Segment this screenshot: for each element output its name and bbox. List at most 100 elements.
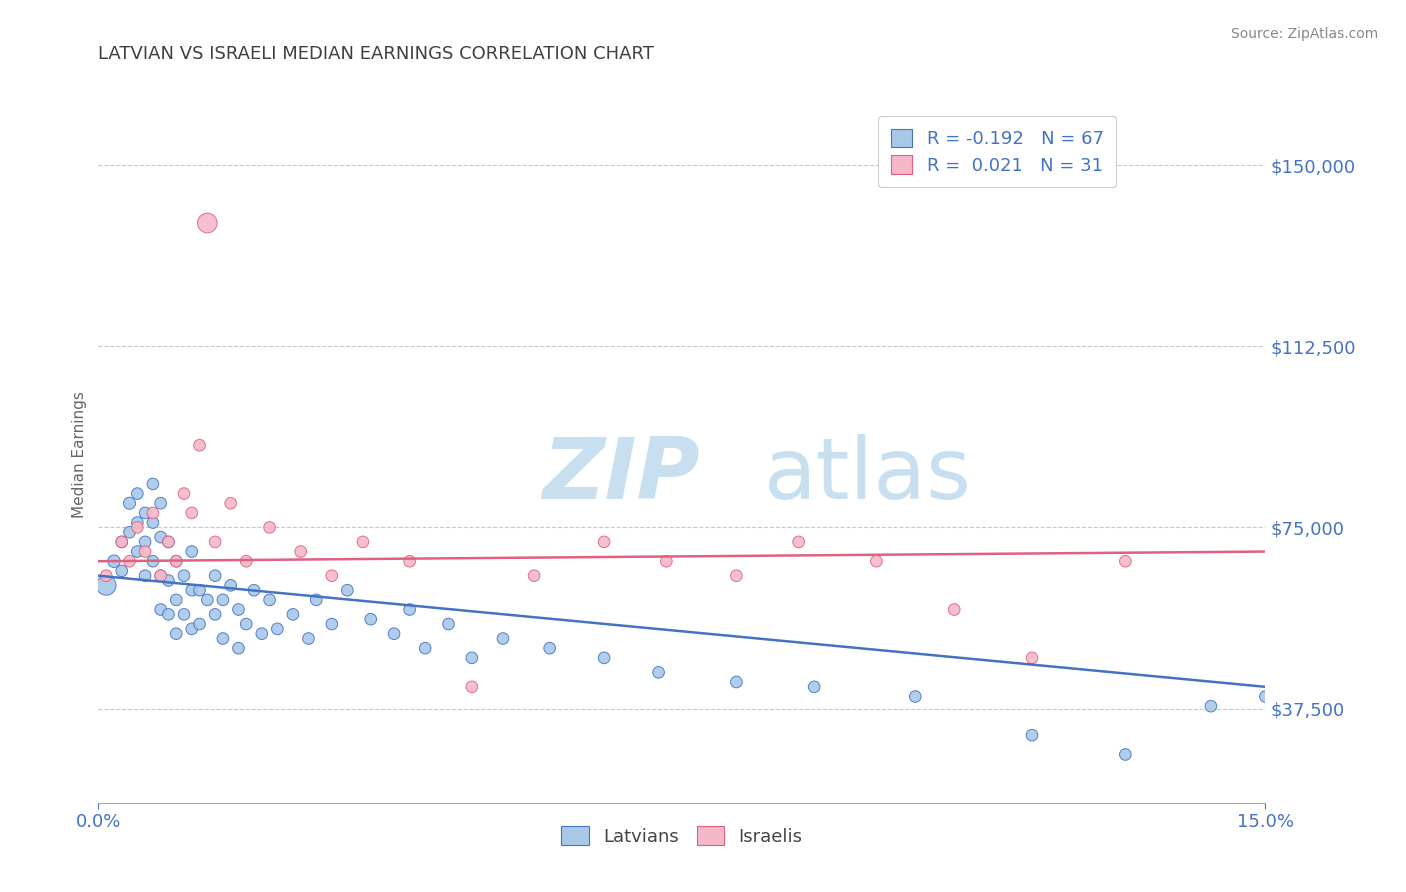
Point (165, 592, 187, 607)
Point (593, 651, 616, 665)
Point (149, 568, 172, 582)
Point (127, 486, 149, 500)
Y-axis label: Median Earnings: Median Earnings (72, 392, 87, 518)
Point (1199, 699, 1222, 714)
Point (111, 564, 134, 578)
Point (725, 675, 748, 690)
Point (96, 578, 118, 592)
Point (321, 617, 343, 632)
Point (250, 626, 273, 640)
Point (204, 607, 226, 622)
Point (398, 554, 420, 568)
Point (134, 534, 156, 549)
Point (180, 506, 202, 520)
Point (647, 665, 669, 680)
Point (111, 534, 134, 549)
Point (492, 632, 515, 646)
Point (188, 438, 211, 452)
Point (118, 496, 141, 510)
Point (461, 680, 484, 694)
Point (228, 641, 250, 656)
Point (103, 554, 125, 568)
Point (1021, 728, 1043, 742)
Point (134, 506, 156, 520)
Point (142, 516, 165, 530)
Point (149, 602, 172, 616)
Point (212, 632, 235, 646)
Point (219, 496, 242, 510)
Point (1114, 747, 1136, 762)
Point (157, 534, 180, 549)
Point (165, 554, 187, 568)
Point (281, 607, 304, 622)
Point (165, 554, 187, 568)
Point (787, 534, 810, 549)
Point (336, 583, 359, 598)
Point (96, 568, 118, 582)
Point (142, 476, 165, 491)
Point (204, 568, 226, 582)
Point (127, 516, 149, 530)
Point (725, 568, 748, 582)
Point (149, 530, 172, 544)
Legend: Latvians, Israelis: Latvians, Israelis (551, 815, 813, 856)
Point (134, 568, 156, 582)
Point (235, 617, 257, 632)
Point (259, 520, 281, 534)
Point (180, 622, 202, 636)
Point (413, 641, 436, 656)
Point (1254, 690, 1277, 704)
Point (157, 534, 180, 549)
Point (803, 680, 825, 694)
Point (204, 534, 226, 549)
Text: atlas: atlas (763, 434, 972, 517)
Point (173, 607, 195, 622)
Point (360, 612, 382, 626)
Point (180, 544, 202, 558)
Text: LATVIAN VS ISRAELI MEDIAN EARNINGS CORRELATION CHART: LATVIAN VS ISRAELI MEDIAN EARNINGS CORRE… (98, 45, 654, 62)
Point (142, 506, 165, 520)
Point (195, 216, 218, 230)
Point (437, 617, 460, 632)
Point (195, 592, 218, 607)
Point (943, 602, 966, 616)
Point (593, 534, 616, 549)
Point (180, 583, 202, 598)
Point (235, 554, 257, 568)
Point (134, 544, 156, 558)
Point (118, 525, 141, 540)
Point (1021, 651, 1043, 665)
Point (904, 690, 927, 704)
Point (173, 486, 195, 500)
Point (538, 641, 561, 656)
Point (157, 574, 180, 588)
Text: ZIP: ZIP (541, 434, 700, 517)
Point (212, 592, 235, 607)
Point (865, 554, 887, 568)
Point (142, 554, 165, 568)
Point (398, 602, 420, 616)
Point (157, 607, 180, 622)
Point (461, 651, 484, 665)
Point (290, 544, 312, 558)
Point (321, 568, 343, 582)
Point (523, 568, 546, 582)
Point (219, 578, 242, 592)
Point (165, 626, 187, 640)
Point (118, 554, 141, 568)
Text: Source: ZipAtlas.com: Source: ZipAtlas.com (1230, 27, 1378, 41)
Point (188, 617, 211, 632)
Point (352, 534, 374, 549)
Point (111, 534, 134, 549)
Point (259, 592, 281, 607)
Point (149, 568, 172, 582)
Point (655, 554, 678, 568)
Point (1114, 554, 1136, 568)
Point (266, 622, 288, 636)
Point (305, 592, 328, 607)
Point (127, 544, 149, 558)
Point (382, 626, 405, 640)
Point (173, 568, 195, 582)
Point (149, 496, 172, 510)
Point (297, 632, 319, 646)
